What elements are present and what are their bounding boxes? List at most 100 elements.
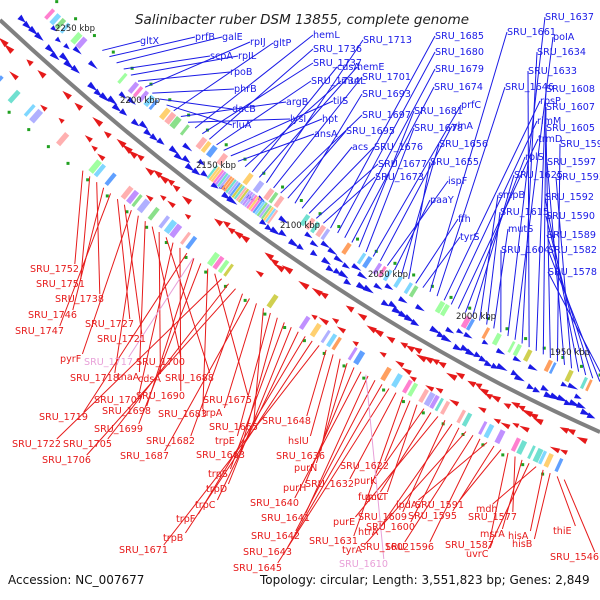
forward-gene-arrow bbox=[93, 88, 102, 97]
rna-marker bbox=[561, 355, 565, 359]
forward-feature-block bbox=[158, 107, 171, 121]
forward-feature-block bbox=[320, 228, 331, 241]
forward-gene-leader-line bbox=[323, 176, 376, 224]
forward-gene-label: SRU_1599 bbox=[560, 139, 600, 150]
forward-gene-label: SRU_1597 bbox=[547, 157, 596, 168]
reverse-gene-leader-line bbox=[459, 449, 502, 501]
forward-gene-label: argB bbox=[286, 97, 308, 108]
reverse-feature-block bbox=[461, 412, 473, 427]
reverse-gene-leader-line bbox=[229, 322, 285, 470]
reverse-gene-arrow bbox=[490, 395, 501, 403]
reverse-gene-label: trpD bbox=[206, 484, 227, 495]
forward-gene-arrow bbox=[182, 142, 193, 152]
forward-gene-arrow bbox=[440, 334, 452, 343]
reverse-gene-arrow bbox=[298, 280, 310, 290]
reverse-feature-block bbox=[391, 373, 403, 388]
rna-marker bbox=[299, 198, 303, 202]
reverse-gene-leader-line bbox=[556, 476, 576, 527]
forward-feature-block bbox=[299, 213, 311, 227]
reverse-gene-leader-line bbox=[402, 420, 446, 513]
forward-gene-arrow bbox=[513, 373, 525, 382]
reverse-gene-arrow bbox=[0, 38, 9, 48]
forward-feature-block bbox=[304, 217, 316, 230]
feature-band bbox=[231, 183, 243, 198]
forward-gene-label: rpIJ bbox=[250, 37, 266, 48]
rna-marker bbox=[168, 98, 172, 102]
reverse-gene-leader-line bbox=[151, 226, 182, 358]
forward-gene-arrow bbox=[197, 158, 206, 166]
reverse-gene-arrow bbox=[172, 184, 181, 192]
forward-gene-arrow bbox=[512, 355, 522, 362]
forward-gene-label: rpsP bbox=[540, 96, 561, 107]
reverse-gene-label: SRU_1640 bbox=[250, 498, 299, 509]
reverse-gene-arrow bbox=[503, 403, 512, 410]
reverse-feature-block bbox=[131, 194, 143, 208]
rna-marker bbox=[74, 17, 78, 21]
forward-gene-leader-line bbox=[130, 55, 239, 76]
reverse-gene-arrow bbox=[357, 313, 368, 321]
forward-gene-arrow bbox=[341, 262, 350, 269]
forward-gene-arrow bbox=[495, 362, 508, 371]
kbp-tick-label: 2000 kbp bbox=[456, 312, 496, 322]
feature-band bbox=[227, 180, 239, 195]
reverse-gene-leader-line bbox=[72, 187, 105, 311]
reverse-gene-arrow bbox=[167, 179, 176, 186]
feature-band bbox=[216, 172, 229, 187]
forward-gene-label: phrB bbox=[234, 84, 257, 95]
forward-feature-block bbox=[70, 31, 83, 45]
reverse-gene-arrow bbox=[406, 345, 415, 353]
forward-gene-label: smpB bbox=[498, 190, 525, 201]
feature-band bbox=[262, 206, 275, 222]
reverse-feature-block bbox=[510, 437, 521, 452]
forward-gene-label: SRU_1655 bbox=[430, 157, 479, 168]
rna-marker bbox=[501, 453, 505, 457]
reverse-feature-block bbox=[29, 108, 44, 124]
reverse-gene-arrow bbox=[255, 270, 264, 278]
forward-gene-label: SRU_1590 bbox=[546, 211, 595, 222]
reverse-gene-leader-line bbox=[83, 252, 188, 413]
forward-feature-block bbox=[548, 362, 557, 375]
forward-gene-arrow bbox=[380, 299, 390, 307]
reverse-gene-label: SRU_1747 bbox=[15, 326, 64, 337]
reverse-feature-block bbox=[23, 104, 36, 117]
reverse-feature-block bbox=[320, 329, 331, 344]
reverse-gene-arrow bbox=[184, 213, 192, 220]
forward-gene-arrow bbox=[34, 31, 44, 41]
reverse-gene-leader-line bbox=[59, 193, 112, 327]
rna-marker bbox=[145, 225, 149, 229]
forward-gene-arrow bbox=[332, 267, 341, 275]
reverse-gene-label: SRU_1600 bbox=[366, 522, 415, 533]
forward-gene-arrow bbox=[50, 25, 57, 32]
forward-gene-label: cdsA bbox=[337, 62, 360, 73]
forward-feature-block bbox=[138, 90, 150, 103]
forward-gene-arrow bbox=[532, 386, 541, 393]
reverse-gene-arrow bbox=[3, 43, 15, 54]
reverse-gene-arrow bbox=[345, 305, 355, 313]
reverse-gene-leader-line bbox=[214, 273, 249, 396]
reverse-gene-leader-line bbox=[404, 434, 474, 543]
reverse-gene-label: SRU_1718 bbox=[70, 373, 119, 384]
rna-marker bbox=[342, 364, 346, 368]
forward-gene-label: poIA bbox=[553, 32, 575, 43]
forward-gene-leader-line bbox=[514, 36, 554, 340]
reverse-gene-label: mdh bbox=[476, 504, 498, 515]
forward-gene-label: SRU_1685 bbox=[435, 31, 484, 42]
forward-gene-arrow bbox=[362, 284, 374, 294]
forward-feature-block bbox=[507, 341, 516, 353]
reverse-feature-block bbox=[212, 255, 225, 270]
reverse-gene-label: SRU_1706 bbox=[42, 455, 91, 466]
forward-gene-arrow bbox=[338, 270, 349, 279]
forward-feature-block bbox=[268, 191, 279, 204]
rna-marker bbox=[111, 50, 115, 54]
reverse-gene-label: SRU_1622 bbox=[340, 461, 389, 472]
rna-marker bbox=[7, 110, 11, 114]
forward-feature-block bbox=[49, 13, 62, 26]
reverse-gene-label: SRU_1645 bbox=[233, 563, 282, 574]
rna-marker bbox=[430, 284, 434, 288]
reverse-gene-label: hslU bbox=[288, 436, 309, 447]
forward-gene-leader-line bbox=[144, 41, 251, 88]
forward-gene-leader-line bbox=[287, 130, 347, 199]
forward-gene-leader-line bbox=[152, 88, 235, 94]
forward-gene-label: tyrS bbox=[460, 232, 479, 243]
rna-marker bbox=[262, 171, 266, 175]
